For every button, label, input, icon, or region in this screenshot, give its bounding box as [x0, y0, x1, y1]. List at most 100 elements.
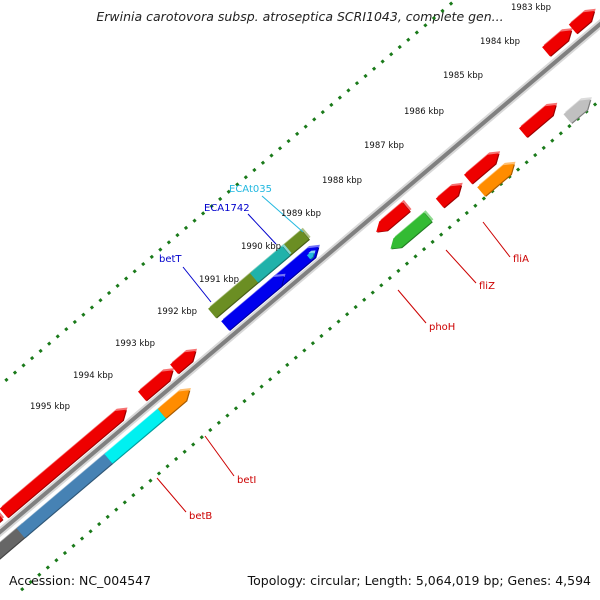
tick-label: 1985 kbp: [443, 71, 483, 81]
inner-tick: [302, 348, 307, 353]
gene-name: betB: [189, 511, 212, 522]
inner-tick: [567, 124, 572, 129]
tick-label: 1994 kbp: [73, 371, 113, 381]
outer-tick: [346, 88, 351, 93]
fliZ-feature-red: [435, 182, 463, 209]
outer-tick: [423, 23, 428, 28]
inner-tick: [327, 326, 333, 331]
inner-tick: [336, 319, 341, 324]
inner-tick: [20, 587, 25, 592]
tick-label: 1984 kbp: [480, 37, 520, 47]
outer-tick: [440, 8, 445, 13]
outer-tick: [72, 319, 77, 325]
inner-tick: [524, 160, 529, 165]
feature-gray-lower-right: [563, 97, 592, 124]
inner-tick: [148, 478, 153, 483]
inner-tick: [250, 391, 256, 396]
phoH-feature: [376, 199, 412, 233]
outer-tick: [431, 15, 437, 21]
features: [0, 8, 596, 560]
outer-tick: [303, 124, 308, 129]
feature-red-upper: [138, 368, 175, 402]
outer-tick: [448, 1, 454, 6]
inner-tick: [45, 565, 50, 570]
gene-name: ECAt035: [229, 184, 272, 195]
outer-tick: [55, 334, 60, 339]
outer-tick: [406, 37, 411, 42]
outer-tick: [295, 131, 300, 136]
inner-tick: [447, 225, 452, 230]
tick-label: 1991 kbp: [199, 275, 239, 285]
outer-tick: [371, 66, 377, 71]
gene-label-flia: fliA: [482, 221, 529, 265]
inner-tick: [396, 268, 401, 273]
feature-red-left: [0, 512, 5, 523]
outer-tick: [141, 261, 146, 267]
inner-tick: [139, 485, 145, 491]
inner-tick: [276, 370, 281, 375]
outer-tick: [252, 167, 257, 173]
inner-tick: [430, 239, 435, 245]
inner-tick: [97, 521, 102, 527]
inner-tick: [439, 232, 444, 237]
gene-name: ECA1742: [204, 203, 250, 214]
inner-tick: [413, 254, 418, 259]
leader-line: [261, 195, 304, 233]
inner-tick: [165, 464, 170, 469]
outer-tick: [260, 160, 266, 165]
gene-label-bett: betT: [159, 254, 212, 303]
outer-tick: [183, 225, 189, 231]
gene-name: betI: [237, 475, 256, 486]
inner-tick: [208, 427, 213, 433]
inner-tick: [233, 406, 239, 411]
gene-name: betT: [159, 254, 182, 265]
inner-tick: [310, 341, 316, 346]
tick-label: 1988 kbp: [322, 176, 362, 186]
betB-feature: [16, 451, 114, 539]
inner-tick: [131, 493, 136, 498]
outer-tick: [414, 30, 419, 35]
inner-tick: [379, 283, 384, 288]
inner-tick: [156, 471, 162, 476]
inner-tick: [285, 362, 290, 368]
inner-tick: [344, 312, 350, 317]
inner-tick: [362, 297, 367, 302]
inner-tick: [191, 442, 196, 447]
gene-label-beti: betI: [204, 435, 256, 486]
backbone: [0, 19, 600, 538]
inner-tick: [216, 420, 221, 425]
outer-tick: [12, 370, 18, 375]
inner-tick: [122, 500, 127, 505]
leader-line: [247, 213, 277, 245]
inner-tick: [105, 514, 110, 519]
inner-tick: [464, 210, 469, 216]
inner-tick: [28, 579, 33, 585]
outer-tick: [277, 146, 283, 151]
gene-label-fliz: fliZ: [445, 249, 495, 292]
tick-label: 1987 kbp: [364, 141, 404, 151]
ECAt035-feature: [250, 243, 292, 283]
outer-tick: [4, 377, 9, 382]
inner-tick: [199, 435, 204, 440]
leader-line: [182, 266, 212, 303]
outer-tick: [64, 327, 69, 332]
inner-tick: [533, 152, 538, 158]
inner-tick: [370, 290, 375, 295]
outer-tick: [209, 204, 214, 209]
gene-label-eca1742: ECA1742: [204, 203, 277, 245]
gene-label-ecat035: ECAt035: [229, 184, 304, 233]
outer-tick: [354, 81, 360, 86]
feature-red-upper: [170, 348, 197, 375]
inner-tick: [62, 550, 68, 556]
feature-labels: ECAt035 ECA1742 betT fliA fliZ phoH betI betB: [156, 184, 529, 522]
tick-labels: 1983 kbp 1984 kbp 1985 kbp 1986 kbp 1987 kbp…: [30, 3, 551, 412]
inner-tick: [319, 333, 324, 339]
outer-tick: [47, 341, 52, 346]
tick-label: 1993 kbp: [115, 339, 155, 349]
inner-tick: [37, 572, 42, 577]
outer-tick: [269, 153, 274, 158]
outer-tick: [166, 240, 171, 245]
backbone-line: [0, 21, 600, 535]
feature-red-upper-right: [542, 28, 573, 57]
